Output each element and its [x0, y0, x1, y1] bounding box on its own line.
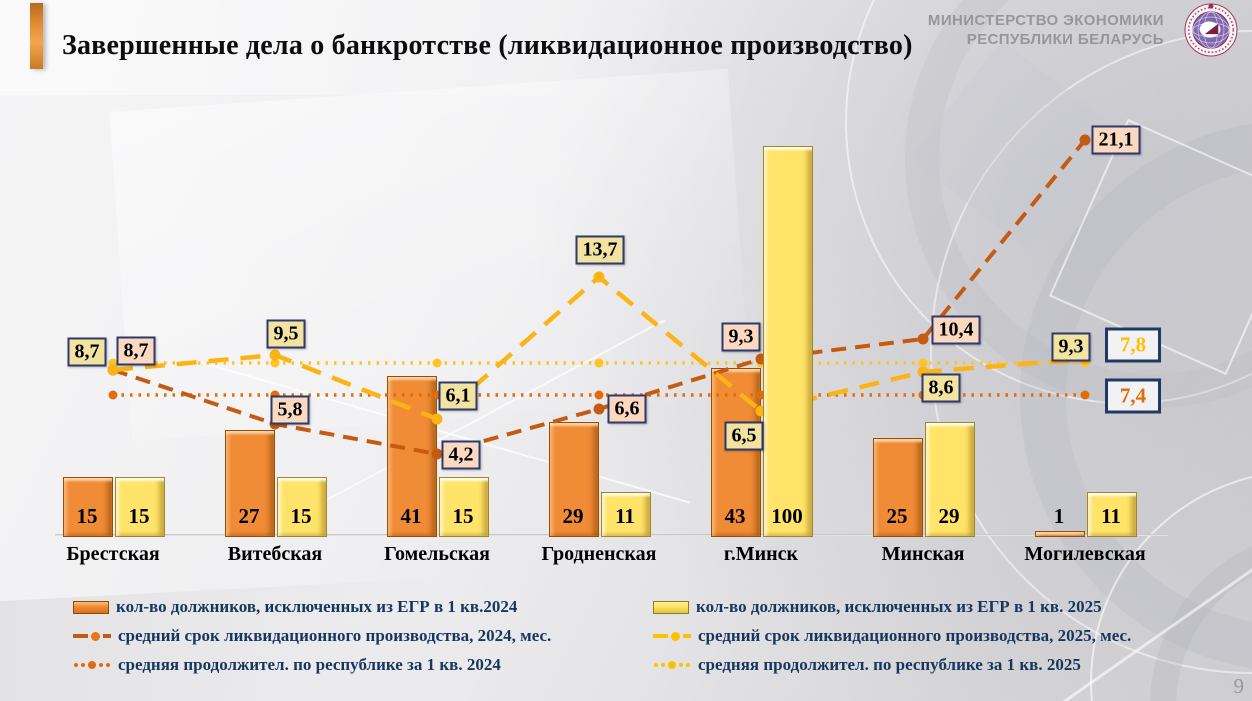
point-2024	[917, 333, 929, 345]
category-label: Могилевская	[1024, 543, 1146, 565]
line-value-2025: 9,3	[1051, 332, 1091, 362]
avg-value-box-2024: 7,4	[1105, 378, 1161, 414]
bar-value-2025: 29	[938, 504, 960, 528]
category-label: г.Минск	[723, 543, 799, 565]
bar-2025	[925, 422, 975, 537]
category-label: Гомельская	[384, 543, 490, 565]
line-value-2024: 5,8	[270, 395, 310, 425]
avg-value-box-2025: 7,8	[1105, 327, 1161, 363]
bar-2024	[63, 477, 113, 537]
point-2024	[1079, 134, 1091, 146]
bar-value-2024: 15	[76, 504, 98, 528]
page-title: Завершенные дела о банкротстве (ликвидац…	[62, 30, 913, 61]
bar-value-2025: 100	[771, 504, 803, 528]
bar-2024	[873, 438, 923, 537]
bar-value-2024: 27	[238, 504, 260, 528]
bar-value-2024: 1	[1053, 504, 1065, 528]
line-value-2025: 6,5	[724, 421, 764, 451]
title-accent-bar	[30, 3, 43, 69]
category-label: Витебская	[227, 543, 323, 565]
page-number: 9	[1233, 674, 1245, 698]
category-label: Гродненская	[541, 543, 657, 565]
bar-value-2024: 29	[562, 504, 584, 528]
bar-value-2024: 43	[724, 504, 746, 528]
bar-value-2024: 25	[886, 504, 908, 528]
line-value-2024: 9,3	[721, 322, 761, 352]
avg-marker-2024	[1080, 390, 1090, 400]
line-value-2024: 10,4	[931, 315, 981, 345]
ministry-logo-icon	[1184, 3, 1238, 57]
line-value-2025: 8,6	[921, 373, 961, 403]
ministry-line2: РЕСПУБЛИКИ БЕЛАРУСЬ	[966, 31, 1164, 48]
bar-value-2025: 11	[1101, 504, 1121, 528]
bar-value-2025: 15	[452, 504, 474, 528]
bar-2025	[763, 146, 813, 537]
line-value-2024: 21,1	[1091, 125, 1141, 155]
ministry-header: МИНИСТЕРСТВО ЭКОНОМИКИ РЕСПУБЛИКИ БЕЛАРУ…	[928, 11, 1164, 49]
line-value-2025: 8,7	[67, 337, 107, 367]
bar-value-2024: 41	[400, 504, 422, 528]
line-value-2024: 4,2	[441, 440, 481, 470]
line-value-2025: 9,5	[266, 319, 306, 349]
bar-value-2025: 11	[615, 504, 635, 528]
bar-value-2025: 15	[128, 504, 150, 528]
bar-2025	[115, 477, 165, 537]
line-value-2025: 6,1	[438, 381, 478, 411]
avg-marker-2025	[918, 358, 928, 368]
bar-value-2025: 15	[290, 504, 312, 528]
line-value-2025: 13,7	[575, 235, 625, 265]
line-value-2024: 6,6	[607, 394, 647, 424]
line-value-2024: 8,7	[116, 336, 156, 366]
category-label: Минская	[881, 543, 965, 565]
category-label: Брестская	[66, 543, 160, 565]
ministry-line1: МИНИСТЕРСТВО ЭКОНОМИКИ	[927, 12, 1164, 29]
